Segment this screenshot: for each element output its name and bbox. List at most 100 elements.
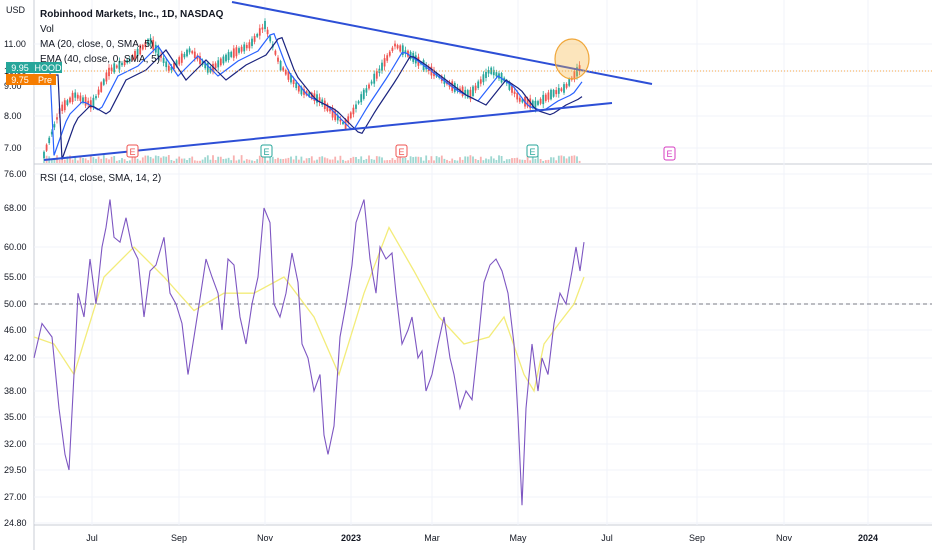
volume-bar xyxy=(360,156,363,163)
candle-body xyxy=(495,72,498,77)
earnings-letter: E xyxy=(666,149,672,159)
candle-body xyxy=(321,99,324,105)
volume-bar xyxy=(347,160,350,163)
chart-title[interactable]: Robinhood Markets, Inc., 1D, NASDAQ xyxy=(40,9,224,20)
rsi-ma-line[interactable] xyxy=(33,225,585,393)
ma-legend[interactable]: MA (20, close, 0, SMA, 5) xyxy=(40,39,153,50)
candle-body xyxy=(362,89,365,99)
candle-body xyxy=(544,94,547,101)
volume-bar xyxy=(482,160,485,163)
volume-bar xyxy=(287,157,290,163)
breakout-highlight-circle[interactable] xyxy=(554,38,590,80)
volume-bar xyxy=(440,155,443,163)
volume-bar xyxy=(453,160,456,163)
candle-body xyxy=(102,79,105,85)
candle-body xyxy=(227,52,230,61)
rsi-line[interactable] xyxy=(33,199,585,506)
candle-body xyxy=(381,62,383,71)
volume-bar xyxy=(136,158,139,163)
candle-body xyxy=(245,44,248,49)
candle-body xyxy=(295,82,298,88)
volume-bar xyxy=(555,160,558,163)
time-tick-label: Nov xyxy=(776,533,793,543)
candle-body xyxy=(492,69,495,76)
candle-body xyxy=(513,91,516,94)
volume-bar xyxy=(188,157,191,163)
candle-body xyxy=(282,67,285,71)
volume-bar xyxy=(417,156,420,163)
volume-bar xyxy=(518,159,521,163)
volume-bar xyxy=(321,156,324,163)
volume-bar xyxy=(513,158,516,163)
candle-body xyxy=(134,51,136,59)
volume-bar xyxy=(238,159,240,163)
volume-bar xyxy=(118,160,121,163)
volume-bar xyxy=(214,160,217,163)
candle-body xyxy=(95,96,97,99)
volume-bar xyxy=(534,158,537,163)
grid-lines xyxy=(34,0,932,525)
candle-body xyxy=(141,44,144,50)
volume-bar xyxy=(503,160,506,163)
candle-body xyxy=(266,29,269,35)
earnings-marker[interactable]: E xyxy=(126,144,139,158)
volume-bar xyxy=(97,156,100,163)
candle-body xyxy=(222,56,225,64)
earnings-marker[interactable]: E xyxy=(260,144,273,158)
candle-body xyxy=(550,89,552,100)
volume-bar xyxy=(217,156,220,163)
rsi-tick-label: 76.00 xyxy=(4,169,27,179)
candle-body xyxy=(347,116,350,123)
candle-body xyxy=(352,107,355,115)
candle-body xyxy=(173,62,175,70)
candle-body xyxy=(100,82,103,92)
rsi-axis[interactable]: 76.00 68.00 60.00 55.00 50.00 46.00 42.00 38.00… xyxy=(4,169,27,528)
volume-bar xyxy=(451,158,454,163)
resistance-trendline[interactable] xyxy=(231,1,653,85)
candle-body xyxy=(560,88,563,91)
candle-body xyxy=(209,67,212,73)
ma-line[interactable] xyxy=(49,32,583,156)
rsi-legend[interactable]: RSI (14, close, SMA, 14, 2) xyxy=(40,173,161,184)
volume-bar xyxy=(53,158,56,163)
candle-body xyxy=(162,57,165,63)
price-axis[interactable]: 11.0010.009.008.007.00 xyxy=(4,39,27,153)
rsi-tick-label: 24.80 xyxy=(4,518,27,528)
volume-bar xyxy=(300,156,303,163)
volume-bar xyxy=(183,158,186,163)
candle-body xyxy=(188,48,191,53)
volume-bar xyxy=(568,156,571,163)
candle-body xyxy=(573,71,576,80)
volume-bar xyxy=(388,160,391,163)
volume-bar xyxy=(539,159,542,163)
candle-body xyxy=(469,89,472,100)
volume-bar xyxy=(399,157,402,163)
volume-bar xyxy=(102,155,105,163)
time-axis[interactable]: Jul Sep Nov 2023 Mar May Jul Sep Nov 2024 xyxy=(86,533,878,543)
earnings-marker[interactable]: E xyxy=(663,146,676,161)
volume-bar xyxy=(401,157,404,163)
candle-body xyxy=(542,94,545,105)
volume-bar xyxy=(271,156,274,163)
ema-line[interactable] xyxy=(50,36,583,160)
volume-bar xyxy=(147,155,149,163)
candle-body xyxy=(388,51,391,56)
candle-body xyxy=(71,92,74,102)
volume-bar xyxy=(427,160,430,163)
earnings-marker[interactable]: E xyxy=(395,144,408,158)
volume-bar xyxy=(446,159,448,163)
volume-bar xyxy=(115,160,118,163)
volume-bar xyxy=(123,159,126,163)
volume-bar xyxy=(199,160,201,163)
earnings-marker[interactable]: E xyxy=(526,144,539,158)
ema-legend[interactable]: EMA (40, close, 0, SMA, 5) xyxy=(40,54,160,65)
volume-bar xyxy=(466,156,469,163)
support-trendline[interactable] xyxy=(43,102,613,161)
volume-bar xyxy=(355,157,357,163)
volume-bar xyxy=(474,158,477,163)
volume-bar xyxy=(58,159,61,163)
volume-bar xyxy=(433,160,435,163)
candle-body xyxy=(243,44,246,52)
candle-body xyxy=(219,58,222,66)
volume-legend[interactable]: Vol xyxy=(40,24,54,35)
